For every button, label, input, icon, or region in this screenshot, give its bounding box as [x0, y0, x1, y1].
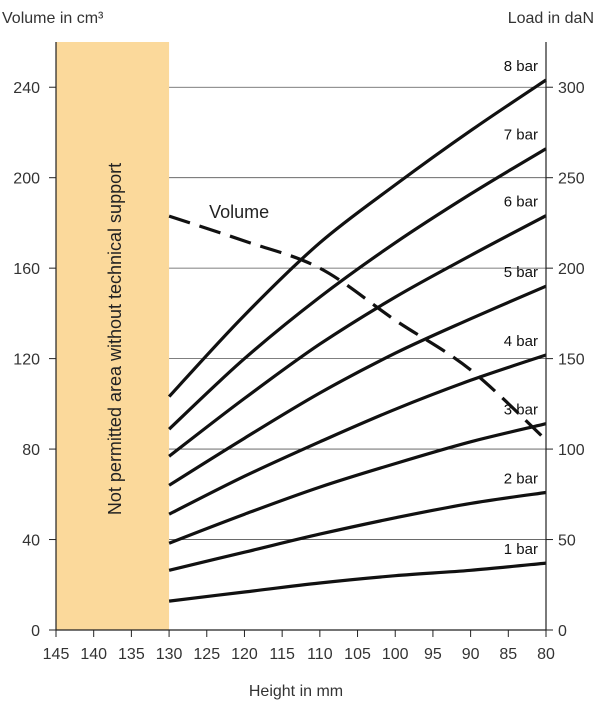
x-tick-label: 115 — [269, 646, 295, 663]
shaded-region — [56, 42, 170, 630]
y-left-tick-label: 200 — [13, 171, 40, 188]
y-right-tick-label: 300 — [558, 80, 585, 97]
series-line-3-bar — [168, 422, 547, 545]
series-label-7-bar: 7 bar — [504, 127, 538, 144]
series-line-volume — [168, 214, 548, 442]
y-left-tick-label: 120 — [13, 352, 40, 369]
y-left-tick-label: 0 — [31, 623, 40, 640]
x-tick-label: 90 — [462, 646, 480, 663]
x-tick-label: 80 — [537, 646, 555, 663]
axis-layer: 0 40 80 120 160 200 240 0 50 100 150 200 250 300 145 14… — [13, 42, 585, 663]
y-left-axis-title: Volume in cm³ — [2, 10, 104, 27]
y-right-tick-label: 200 — [558, 261, 585, 278]
y-right-tick-label: 50 — [558, 533, 576, 550]
series-label-4-bar: 4 bar — [504, 333, 538, 350]
series-label-3-bar: 3 bar — [504, 402, 538, 419]
x-tick-label: 105 — [344, 646, 371, 663]
x-tick-label: 100 — [382, 646, 409, 663]
x-tick-label: 135 — [118, 646, 145, 663]
y-right-tick-label: 250 — [558, 171, 585, 188]
grid-layer — [169, 86, 546, 540]
series-label-8-bar: 8 bar — [504, 58, 538, 75]
x-tick-label: 145 — [43, 646, 70, 663]
y-right-tick-label: 150 — [558, 352, 585, 369]
series-label-5-bar: 5 bar — [504, 264, 538, 281]
x-tick-label: 95 — [424, 646, 442, 663]
x-axis-title: Height in mm — [249, 683, 343, 700]
series-line-7-bar — [168, 147, 547, 431]
series-layer — [167, 78, 548, 603]
y-left-tick-label: 80 — [22, 442, 40, 459]
series-line-6-bar — [168, 214, 547, 458]
series-label-2-bar: 2 bar — [504, 470, 538, 487]
x-tick-label: 125 — [193, 646, 220, 663]
y-left-tick-label: 240 — [13, 80, 40, 97]
x-tick-label: 110 — [307, 646, 333, 663]
series-line-8-bar — [167, 78, 547, 398]
x-tick-label: 120 — [231, 646, 258, 663]
y-right-tick-label: 0 — [558, 623, 567, 640]
series-label-1-bar: 1 bar — [504, 541, 538, 558]
series-line-5-bar — [168, 284, 547, 487]
x-tick-label: 140 — [80, 646, 107, 663]
series-line-1-bar — [168, 561, 547, 603]
y-right-axis-title: Load in daN — [508, 10, 594, 27]
series-label-6-bar: 6 bar — [504, 194, 538, 211]
y-left-tick-label: 160 — [13, 261, 40, 278]
series-label-volume: Volume — [209, 202, 269, 222]
y-left-tick-label: 40 — [22, 533, 40, 550]
shaded-region-text: Not permitted area without technical sup… — [105, 163, 125, 515]
shaded-region-layer — [56, 42, 170, 630]
x-tick-label: 130 — [156, 646, 183, 663]
label-layer: Volume 1 bar 2 bar 3 bar 4 bar 5 bar 6 bar 7 ba… — [209, 58, 538, 558]
series-line-2-bar — [168, 490, 547, 572]
series-line-4-bar — [168, 353, 547, 516]
x-tick-label: 85 — [499, 646, 517, 663]
y-right-tick-label: 100 — [558, 442, 585, 459]
